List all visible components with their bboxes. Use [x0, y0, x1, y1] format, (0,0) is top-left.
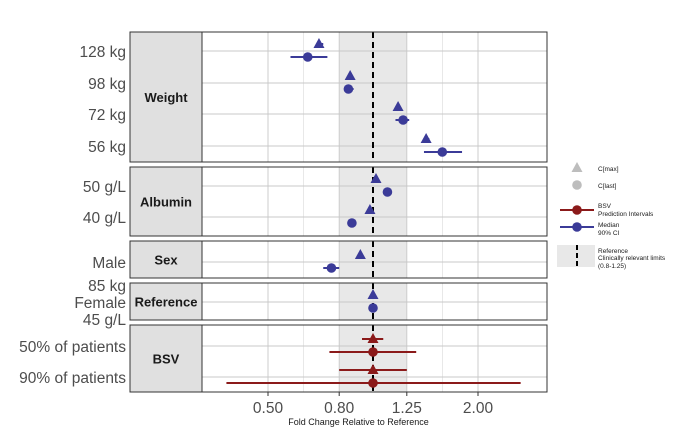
row-label: 98 kg	[88, 76, 126, 93]
clast-marker	[368, 303, 378, 313]
panel-weight: Weight 128 kg 98 kg 72 kg 56 kg	[79, 31, 548, 163]
clast-marker	[343, 84, 354, 94]
row-label-line: 85 kg	[88, 278, 126, 295]
cmax-marker	[367, 364, 379, 374]
row-label: 90% of patients	[19, 370, 126, 387]
row-label: 72 kg	[88, 107, 126, 124]
row-label: 50% of patients	[19, 339, 126, 356]
panel-border	[129, 282, 548, 321]
row-label: Male	[92, 255, 126, 272]
cmax-marker	[367, 289, 379, 299]
cmax-marker	[354, 249, 366, 259]
legend-bsv-marker	[572, 205, 582, 215]
cmax-marker	[344, 70, 356, 80]
panel-border	[129, 324, 548, 393]
panel-border	[129, 166, 548, 237]
x-tick-label: 0.50	[253, 400, 284, 417]
cmax-marker	[420, 133, 432, 143]
row-label: 40 g/L	[83, 210, 126, 227]
legend-bsv-title: BSV	[598, 203, 612, 210]
cmax-marker	[367, 333, 379, 343]
cmax-marker	[313, 38, 325, 48]
row-label: 128 kg	[79, 44, 126, 61]
strip-background	[129, 166, 203, 237]
clast-marker	[347, 218, 357, 228]
clast-marker	[302, 52, 313, 62]
row-label-line: Female	[74, 295, 126, 312]
x-tick-label: 1.25	[392, 400, 422, 417]
legend-label-clast: C[last]	[598, 183, 617, 190]
legend-bsv-subtitle: Prediction Intervals	[598, 211, 654, 218]
x-axis-title: Fold Change Relative to Reference	[288, 417, 429, 427]
legend-reference-subtitle: Clinically relevant limits	[598, 255, 666, 262]
legend-label-cmax: C[max]	[598, 166, 619, 173]
x-tick-label: 0.80	[324, 400, 355, 417]
x-axis: 0.50 0.80 1.25 2.00 Fold Change Relative to …	[253, 392, 494, 427]
clast-marker	[368, 347, 378, 357]
legend-triangle	[571, 162, 583, 172]
legend-reference-title: Reference	[598, 248, 628, 255]
clast-marker	[437, 147, 448, 157]
legend-circle	[572, 180, 582, 190]
cmax-marker	[364, 204, 376, 214]
clast-marker	[368, 378, 378, 388]
row-label: 56 kg	[88, 139, 126, 156]
strip-label: Albumin	[140, 195, 192, 210]
cmax-marker	[392, 101, 404, 111]
legend-reference-range: (0.8-1.25)	[598, 263, 626, 270]
row-label: 85 kg Female 45 g/L	[74, 278, 126, 329]
row-label-line: 45 g/L	[83, 312, 126, 329]
strip-label: Sex	[154, 253, 178, 268]
row-label: 50 g/L	[83, 179, 126, 196]
clast-marker	[326, 263, 337, 273]
legend-median-subtitle: 90% CI	[598, 230, 620, 237]
strip-background	[129, 240, 203, 279]
panel-albumin: Albumin 50 g/L 40 g/L	[83, 166, 548, 237]
panel-sex: Sex Male	[92, 240, 548, 279]
cmax-marker	[370, 173, 382, 183]
clast-marker	[398, 115, 408, 125]
clast-marker	[382, 187, 393, 197]
panel-border	[129, 31, 548, 163]
panel-bsv: BSV 50% of patients 90% of patients	[19, 324, 548, 393]
x-tick-label: 2.00	[463, 400, 494, 417]
panel-border	[129, 240, 548, 279]
legend-median-marker	[572, 222, 582, 232]
strip-label: BSV	[153, 352, 180, 367]
strip-background	[129, 324, 203, 393]
strip-label: Weight	[144, 90, 188, 105]
legend-median-title: Median	[598, 222, 620, 229]
strip-label: Reference	[135, 295, 198, 310]
panel-reference: Reference 85 kg Female 45 g/L	[74, 278, 548, 329]
